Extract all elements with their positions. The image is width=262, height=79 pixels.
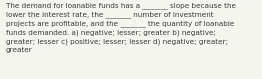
Text: The demand for loanable funds has a _______ slope because the
lower the interest: The demand for loanable funds has a ____… — [6, 2, 236, 53]
